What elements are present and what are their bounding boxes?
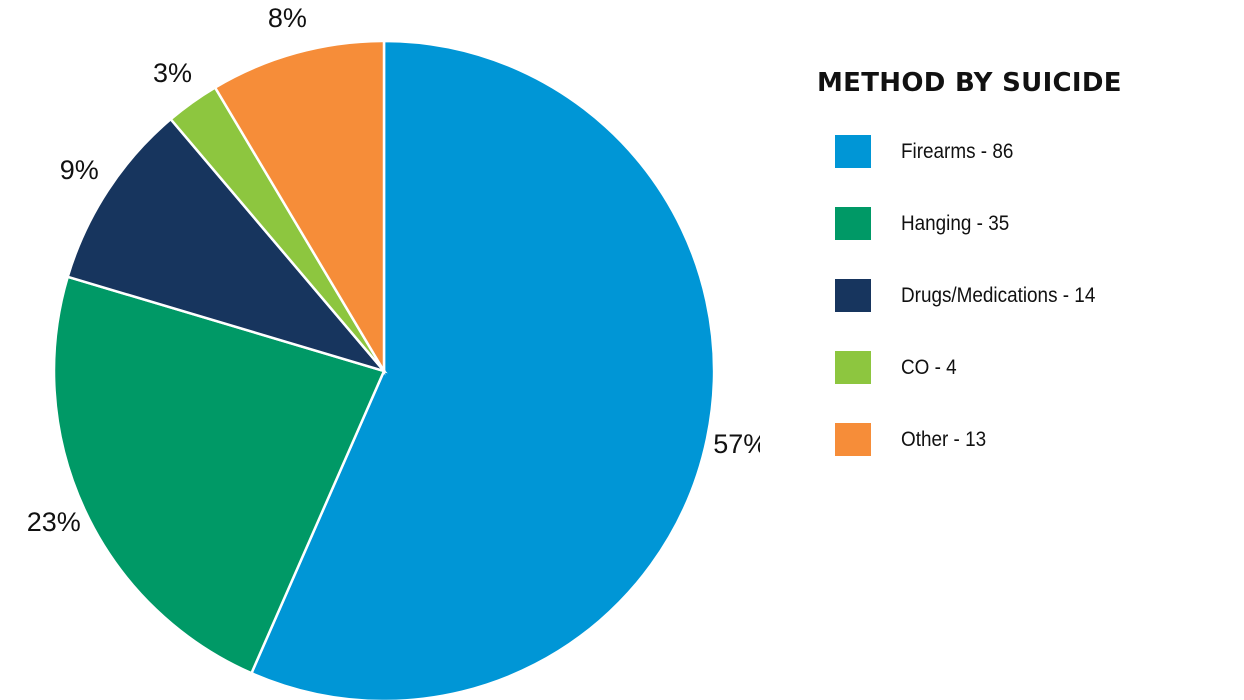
legend-item-drugs-medications: Drugs/Medications - 14 xyxy=(835,279,1122,312)
legend-label: Hanging - 35 xyxy=(901,211,1010,235)
slice-percent-label: 8% xyxy=(268,3,307,33)
pie-slice-hanging xyxy=(52,275,386,675)
legend-swatch xyxy=(835,279,871,312)
pie-slice-firearms xyxy=(249,39,716,700)
legend-swatch xyxy=(835,135,871,168)
legend-item-firearms: Firearms - 86 xyxy=(835,135,1122,168)
pie-slice-drugs-medications xyxy=(66,117,388,374)
legend-swatch xyxy=(835,351,871,384)
pie-slice-other xyxy=(213,39,386,376)
slice-percent-label: 9% xyxy=(60,155,99,185)
pie-chart: 57% 23% 9% 3% 8% xyxy=(27,3,760,700)
legend-swatch xyxy=(835,207,871,240)
legend-label: Drugs/Medications - 14 xyxy=(901,283,1096,307)
legend-item-other: Other - 13 xyxy=(835,423,1122,456)
slice-percent-label: 23% xyxy=(27,507,81,537)
legend-swatch xyxy=(835,423,871,456)
legend-label: Firearms - 86 xyxy=(901,139,1014,163)
legend-label: Other - 13 xyxy=(901,427,987,451)
legend-label: CO - 4 xyxy=(901,355,957,379)
slice-percent-label: 3% xyxy=(153,58,192,88)
legend-item-co: CO - 4 xyxy=(835,351,1122,384)
legend: METHOD BY SUICIDE Firearms - 86 Hanging … xyxy=(817,68,1122,495)
chart-title: METHOD BY SUICIDE xyxy=(817,68,1122,98)
legend-item-hanging: Hanging - 35 xyxy=(835,207,1122,240)
slice-percent-label: 57% xyxy=(713,429,760,459)
